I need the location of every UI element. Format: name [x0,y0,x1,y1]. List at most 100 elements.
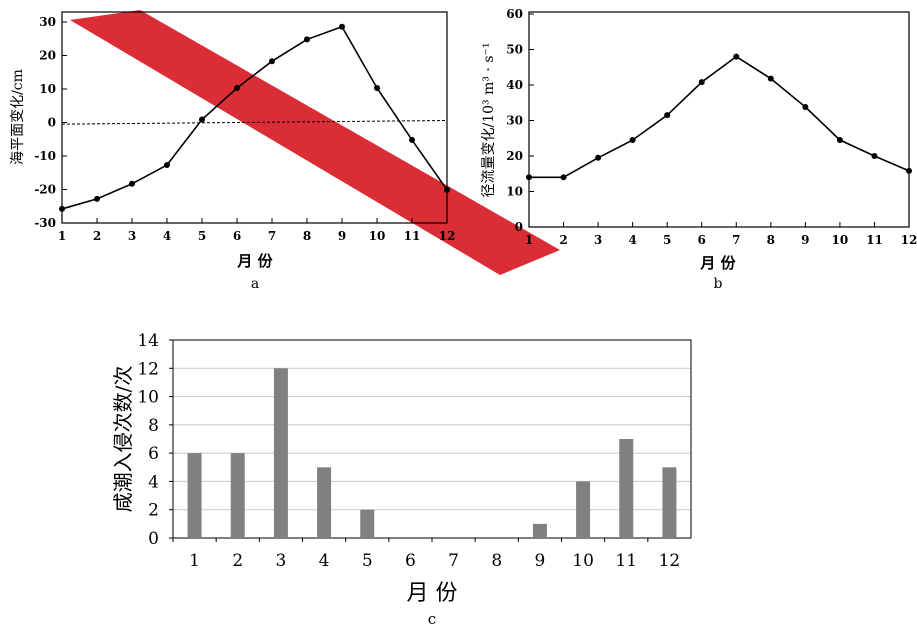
x-tick-label: 5 [663,233,671,247]
y-tick-label: 2 [148,501,159,521]
data-point [234,84,240,91]
x-tick-label: 7 [448,551,459,571]
x-axis-label-a: 月 份 [236,252,273,270]
y-axis-label-c: 咸潮入侵次数/次 [111,366,135,513]
y-tick-label: 10 [506,185,523,199]
data-point [767,75,774,82]
x-tick-label: 6 [405,551,416,571]
y-tick-label: 4 [148,472,159,492]
x-tick-label: 9 [338,229,346,243]
x-tick-label: 12 [659,551,681,571]
x-tick-label: 2 [559,233,567,247]
x-tick-label: 7 [268,229,276,243]
x-tick-label: 4 [628,233,636,247]
bar [576,481,591,538]
x-tick-label: 8 [303,229,311,243]
x-tick-label: 2 [232,551,243,571]
x-tick-label: 6 [698,233,706,247]
x-tick-label: 11 [866,233,883,247]
x-tick-label: 3 [276,551,287,571]
data-point [59,205,65,212]
x-tick-label: 9 [535,551,546,571]
y-tick-label: 8 [148,416,159,436]
data-point [444,186,450,193]
x-tick-label: 1 [189,551,200,571]
x-tick-label: 8 [767,233,775,247]
y-axis-label-a: 海平面变化/cm [10,69,26,165]
x-tick-label: 4 [163,229,171,243]
y-tick-label: 10 [137,388,159,408]
bar [187,453,202,538]
panel-label-c: c [428,610,436,628]
data-point [129,180,135,187]
y-tick-label: 30 [506,114,523,128]
x-tick-label: 5 [362,551,373,571]
x-tick-label: 12 [901,233,917,247]
bar [532,523,547,538]
data-point [802,104,809,111]
y-tick-label: 30 [39,15,56,29]
plot-frame-a [61,11,448,224]
sea-level-series-line [61,25,448,210]
data-point [409,136,415,143]
x-tick-label: 5 [198,229,206,243]
y-tick-label: -20 [34,183,56,197]
bar [360,509,375,538]
panel-label-a: a [251,276,259,292]
x-tick-label: 11 [615,551,637,571]
x-tick-label: 1 [58,229,66,243]
x-tick-label: 3 [594,233,602,247]
x-tick-label: 8 [491,551,502,571]
x-tick-label: 1 [525,233,533,247]
bar [619,439,634,538]
x-tick-label: 6 [233,229,241,243]
data-point [374,84,380,91]
y-tick-label: 60 [506,7,523,21]
data-point [629,137,636,144]
data-point [906,167,912,174]
runoff-series-line [529,55,910,179]
y-tick-label: 6 [148,444,159,464]
y-tick-label: 0 [48,116,56,130]
data-point [94,195,100,202]
y-tick-label: 20 [39,49,56,63]
data-point [836,137,843,144]
data-point [733,53,740,60]
y-tick-label: 14 [137,331,159,351]
plot-frame-b [528,11,910,228]
x-tick-label: 10 [572,551,594,571]
y-tick-label: 50 [506,43,523,57]
data-point [269,58,275,65]
panel-label-b: b [714,276,723,292]
data-point [199,116,205,123]
x-tick-label: 4 [319,551,330,571]
data-point [698,79,705,86]
bar [273,368,288,538]
bar [662,467,677,538]
zero-reference-line [61,119,448,125]
x-axis-label-b: 月 份 [699,254,736,272]
data-point [339,23,345,30]
y-tick-label: 40 [506,78,523,92]
y-tick-label: 12 [137,359,159,379]
data-point [304,36,310,43]
x-tick-label: 12 [439,229,456,243]
y-axis-label-b: 径流量变化/10³ m³ · s⁻¹ [481,42,497,197]
y-tick-label: 0 [515,220,523,234]
data-point [871,153,878,159]
y-tick-label: -30 [34,216,56,230]
x-tick-label: 2 [93,229,101,243]
x-tick-label: 10 [369,229,386,243]
bar [317,467,332,538]
y-tick-label: 10 [39,82,56,96]
x-tick-label: 9 [801,233,809,247]
data-point [664,112,671,119]
x-axis-label-c: 月 份 [407,581,458,606]
x-tick-label: 7 [732,233,740,247]
x-tick-label: 11 [404,229,421,243]
y-tick-label: 20 [506,149,523,163]
bar [230,453,245,538]
